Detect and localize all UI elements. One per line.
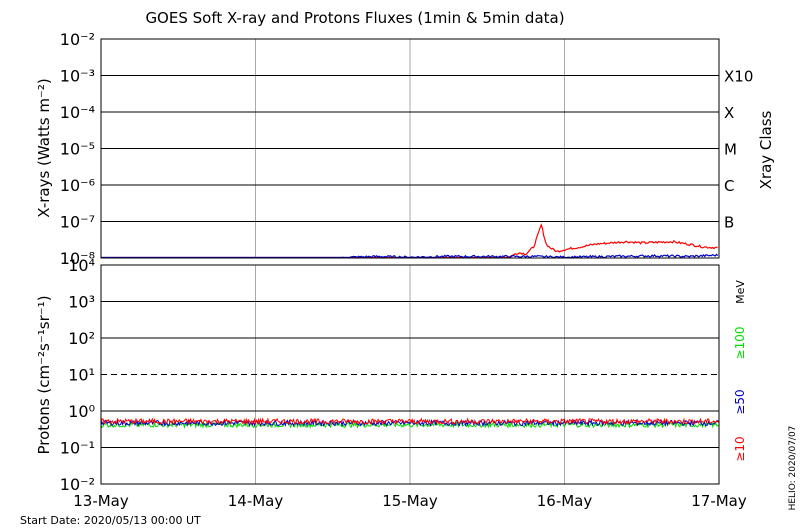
xray-plot-frame bbox=[100, 38, 720, 259]
y-tick-label: 10⁻⁸ bbox=[60, 249, 95, 268]
xray-series-line bbox=[101, 223, 718, 259]
y-tick-label: 10⁻² bbox=[60, 30, 95, 49]
energy-label: ≥50 bbox=[733, 389, 747, 414]
y-tick-label: 10⁻⁵ bbox=[60, 140, 95, 159]
xray-series-line bbox=[101, 253, 719, 259]
xray-gridlines bbox=[101, 39, 719, 258]
xray-y-tick-labels: 10⁻⁸ 10⁻⁷ 10⁻⁶ 10⁻⁵ 10⁻⁴ 10⁻³ 10⁻² bbox=[60, 30, 95, 268]
y-tick-label: 10⁻² bbox=[60, 475, 95, 494]
generated-date-stamp: HELIO: 2020/07/07 bbox=[788, 426, 798, 511]
xray-class-label: X10 bbox=[724, 68, 753, 86]
y-tick-label: 10⁰ bbox=[68, 402, 95, 421]
xray-class-axis-label: Xray Class bbox=[757, 110, 775, 189]
y-tick-label: 10² bbox=[68, 329, 95, 348]
proton-y-tick-labels: 10⁻² 10⁻¹ 10⁰ 10¹ 10² 10³ 10⁴ bbox=[60, 256, 95, 494]
proton-plot-frame bbox=[100, 264, 720, 485]
xray-class-label: B bbox=[724, 214, 734, 232]
y-tick-label: 10³ bbox=[68, 293, 95, 312]
chart-title: GOES Soft X-ray and Protons Fluxes (1min… bbox=[145, 9, 564, 27]
proton-series-line bbox=[100, 417, 720, 426]
energy-unit-label: MeV bbox=[734, 280, 747, 304]
xray-y-axis-label: X-rays (Watts m⁻²) bbox=[35, 78, 53, 217]
proton-panel: 10⁻² 10⁻¹ 10⁰ 10¹ 10² 10³ 10⁴ 13-May 14-May 15-M… bbox=[35, 256, 747, 510]
xray-class-label: M bbox=[724, 141, 737, 159]
xray-panel: 10⁻⁸ 10⁻⁷ 10⁻⁶ 10⁻⁵ 10⁻⁴ 10⁻³ 10⁻² B CM X X10 X-r… bbox=[35, 30, 775, 268]
proton-y-axis-label: Protons (cm⁻²s⁻¹sr⁻¹) bbox=[35, 295, 53, 454]
x-tick-labels: 13-May 14-May 15-May 16-May 17-May bbox=[73, 492, 747, 510]
energy-labels: ≥100 ≥50 ≥10 bbox=[733, 327, 747, 462]
xray-class-label: X bbox=[724, 104, 734, 122]
energy-label: ≥10 bbox=[733, 436, 747, 461]
start-date-label: Start Date: 2020/05/13 00:00 UT bbox=[20, 514, 201, 527]
x-tick-label: 16-May bbox=[537, 492, 593, 510]
x-tick-label: 13-May bbox=[73, 492, 129, 510]
y-tick-label: 10⁻³ bbox=[60, 67, 95, 86]
y-tick-label: 10⁴ bbox=[68, 256, 95, 275]
y-tick-label: 10⁻⁶ bbox=[60, 176, 95, 195]
proton-series bbox=[100, 417, 720, 430]
y-tick-label: 10⁻⁴ bbox=[60, 103, 95, 122]
energy-label: ≥100 bbox=[733, 327, 747, 360]
y-tick-label: 10¹ bbox=[68, 366, 95, 385]
y-tick-label: 10⁻⁷ bbox=[60, 213, 95, 232]
xray-class-labels: B CM X X10 bbox=[724, 68, 753, 232]
x-tick-label: 15-May bbox=[382, 492, 438, 510]
proton-gridlines bbox=[101, 265, 719, 484]
x-tick-label: 17-May bbox=[691, 492, 747, 510]
x-tick-label: 14-May bbox=[228, 492, 284, 510]
xray-class-label: C bbox=[724, 177, 734, 195]
y-tick-label: 10⁻¹ bbox=[60, 439, 95, 458]
proton-series-line bbox=[100, 420, 720, 430]
xray-series bbox=[101, 223, 719, 259]
